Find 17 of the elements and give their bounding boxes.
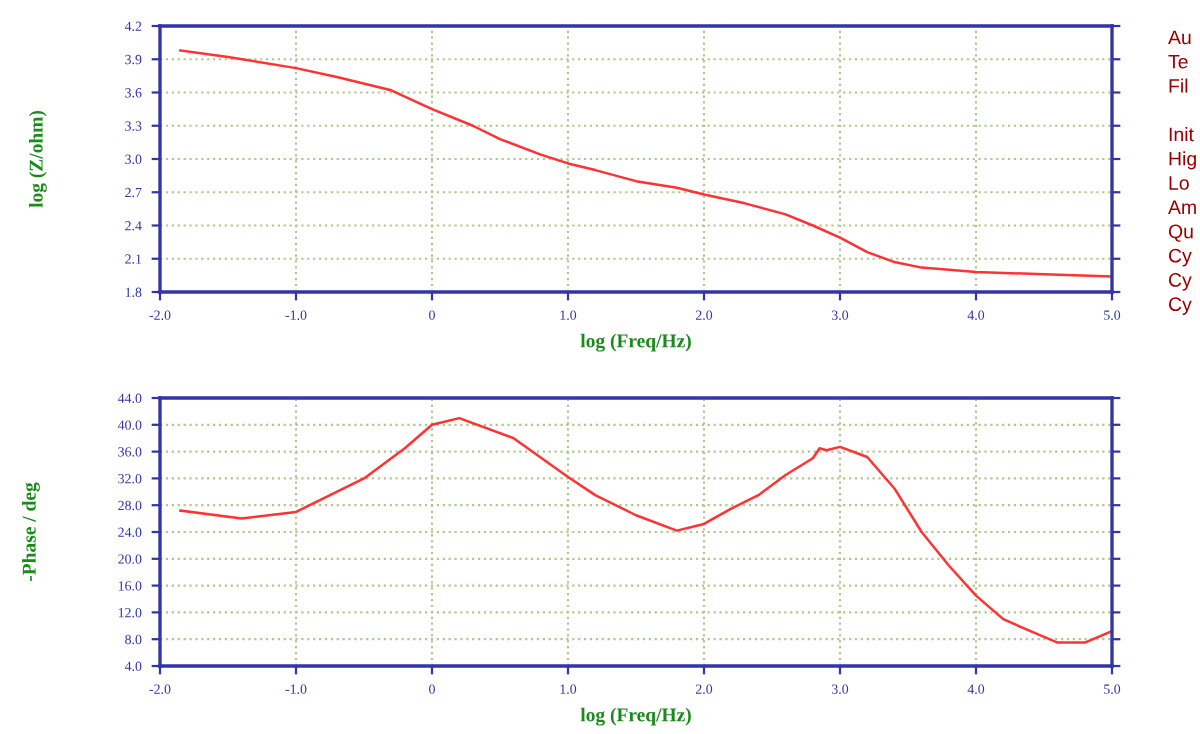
y-axis-title: -Phase / deg (22, 482, 40, 581)
text: Init (1169, 127, 1194, 142)
line-series (179, 416, 1112, 644)
x-axis-title: log (Freq/Hz) (580, 707, 691, 726)
text: Cy (1168, 248, 1192, 267)
text: Cy (1168, 297, 1192, 315)
text: Hig (1169, 151, 1196, 170)
line-series (179, 49, 1112, 278)
text: Au (1168, 30, 1191, 45)
x-axis-title: log (Freq/Hz) (580, 333, 691, 352)
text: Lo (1169, 176, 1189, 190)
text: Am (1168, 200, 1196, 214)
text: Cy (1168, 273, 1192, 291)
text: Qu (1168, 224, 1193, 242)
text: Te (1168, 54, 1188, 69)
text: Fil (1169, 78, 1188, 93)
y-axis-title: log (Z/ohm) (29, 110, 47, 208)
